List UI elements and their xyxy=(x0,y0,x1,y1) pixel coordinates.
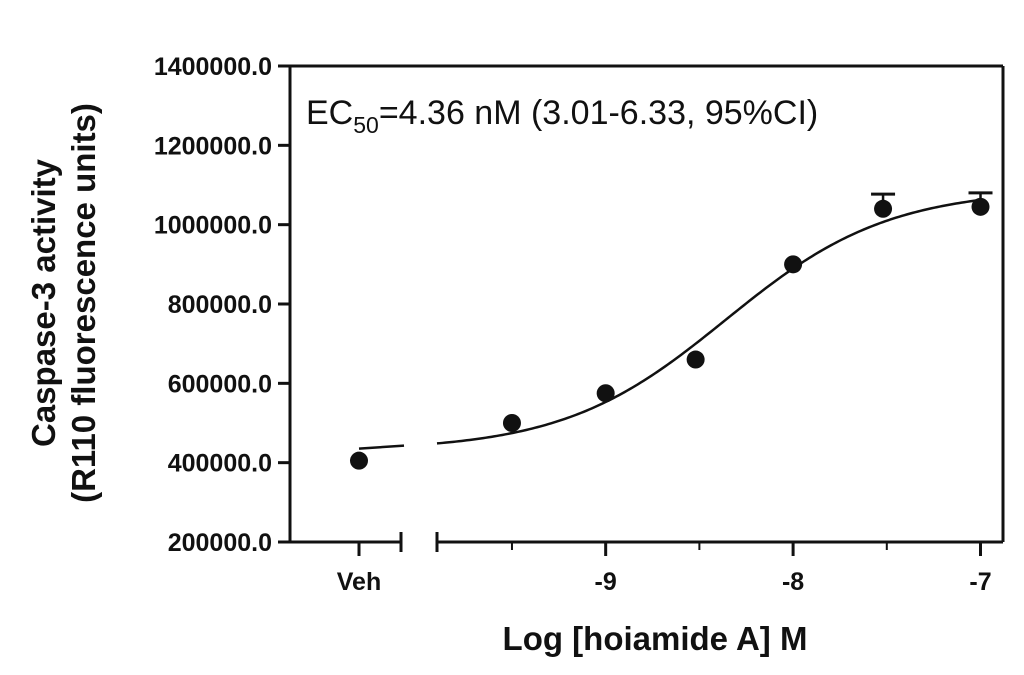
y-tick-label-4: 1000000.0 xyxy=(154,212,272,240)
y-tick-label-3: 800000.0 xyxy=(168,291,272,319)
y-tick-label-1: 400000.0 xyxy=(168,450,272,478)
ec50-value: =4.36 nM (3.01-6.33, 95%CI) xyxy=(379,94,818,132)
data-point-5 xyxy=(971,197,990,216)
x-axis-ticks: Veh -9 -8 -7 xyxy=(337,542,992,596)
y-tick-label-0: 200000.0 xyxy=(168,529,272,557)
data-point-4 xyxy=(874,199,893,218)
fit-curve-main xyxy=(436,198,981,445)
data-point-1 xyxy=(596,384,615,403)
x-tick-label-vehicle: Veh xyxy=(337,568,381,596)
y-tick-label-5: 1200000.0 xyxy=(154,132,272,160)
x-tick-label-0: -9 xyxy=(595,568,617,596)
y-tick-label-6: 1400000.0 xyxy=(154,53,272,81)
data-point-0 xyxy=(502,414,521,432)
data-point-2 xyxy=(686,350,705,369)
fit-curve xyxy=(358,198,981,450)
x-tick-label-2: -7 xyxy=(969,568,991,596)
y-tick-label-2: 600000.0 xyxy=(168,370,272,398)
y-axis-title-line1: Caspase-3 activity xyxy=(25,158,62,447)
x-tick-label-1: -8 xyxy=(782,568,804,596)
y-axis-title-line2: (R110 fluorescence units) xyxy=(65,103,102,503)
ec50-annotation: EC50=4.36 nM (3.01-6.33, 95%CI) xyxy=(306,94,818,138)
fit-curve-vehicle-stub xyxy=(358,444,405,450)
data-point-3 xyxy=(784,255,803,274)
x-axis-title: Log [hoiamide A] M xyxy=(503,620,808,657)
y-axis-ticks: 200000.0 400000.0 600000.0 800000.0 1000000.… xyxy=(154,53,290,557)
plot-frame xyxy=(288,64,1005,552)
ec50-prefix: EC xyxy=(306,94,353,132)
ec50-subscript: 50 xyxy=(353,112,379,138)
data-point-vehicle xyxy=(350,451,368,470)
data-points xyxy=(350,197,990,470)
